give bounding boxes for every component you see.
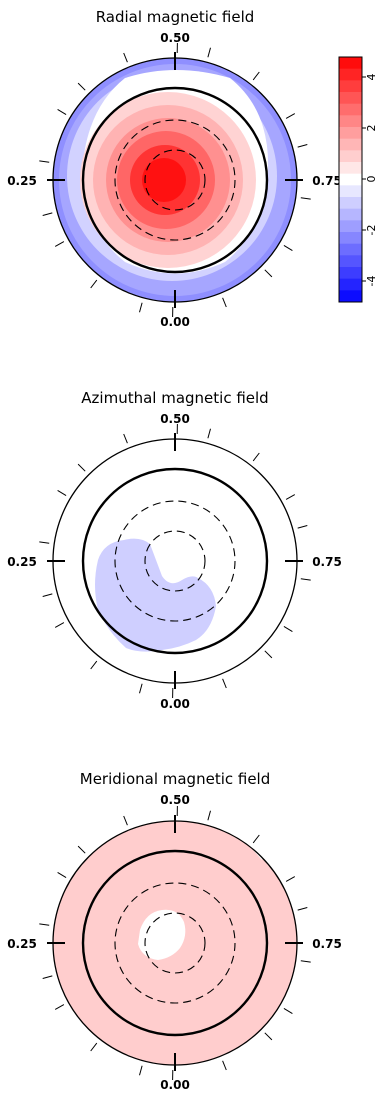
- colorbar-tick-label: 2: [365, 125, 378, 132]
- observation-tick: [39, 924, 49, 925]
- phase-label-bottom: 0.00: [160, 315, 190, 329]
- observation-tick: [223, 1061, 227, 1070]
- observation-tick: [301, 961, 311, 962]
- observation-tick: [284, 626, 293, 631]
- observation-tick: [91, 280, 97, 288]
- observation-tick: [91, 1043, 97, 1051]
- observation-tick: [58, 490, 67, 495]
- observation-tick: [124, 816, 128, 825]
- phase-label-left: 0.25: [7, 555, 37, 569]
- observation-tick: [43, 213, 53, 216]
- observation-tick: [208, 429, 211, 439]
- colorbar-tick-label: 4: [365, 74, 378, 81]
- panel-title: Radial magnetic field: [96, 8, 255, 26]
- observation-tick: [140, 1066, 143, 1076]
- colorbar-cell: [339, 150, 362, 162]
- colorbar-cell: [339, 220, 362, 232]
- observation-tick: [140, 684, 143, 694]
- colorbar-cell: [339, 115, 362, 127]
- phase-label-top: 0.50: [160, 793, 190, 807]
- observation-tick: [253, 453, 259, 461]
- colorbar-cell: [339, 185, 362, 197]
- observation-tick: [78, 464, 85, 471]
- observation-tick: [55, 1005, 64, 1010]
- phase-label-left: 0.25: [7, 937, 37, 951]
- observation-tick: [301, 198, 311, 199]
- colorbar-cell: [339, 290, 362, 302]
- phase-label-top: 0.50: [160, 412, 190, 426]
- observation-tick: [58, 872, 67, 877]
- colorbar-tick-label: 0: [365, 176, 378, 183]
- panel-azimuthal: Azimuthal magnetic field 0.50 0.00 0.25 …: [7, 389, 342, 711]
- observation-tick: [208, 811, 211, 821]
- observation-tick: [55, 242, 64, 247]
- panel-radial: Radial magnetic field 0.50 0.00 0.25 0.7…: [7, 8, 378, 329]
- colorbar-cell: [339, 69, 362, 81]
- phase-label-top: 0.50: [160, 31, 190, 45]
- colorbar-cell: [339, 57, 362, 69]
- panel-meridional: Meridional magnetic field 0.50 0.00 0.25…: [7, 770, 342, 1092]
- colorbar-cell: [339, 267, 362, 279]
- phase-label-bottom: 0.00: [160, 1078, 190, 1092]
- observation-tick: [140, 303, 143, 313]
- observation-tick: [43, 976, 53, 979]
- phase-label-right: 0.75: [312, 174, 342, 188]
- observation-tick: [208, 48, 211, 58]
- phase-label-bottom: 0.00: [160, 697, 190, 711]
- panel-title: Meridional magnetic field: [80, 770, 271, 788]
- colorbar-cells: [339, 57, 362, 303]
- observation-tick: [298, 526, 308, 529]
- phase-label-right: 0.75: [312, 937, 342, 951]
- positive-band: [142, 158, 186, 202]
- observation-tick: [39, 161, 49, 162]
- observation-tick: [124, 53, 128, 62]
- observation-tick: [265, 651, 272, 658]
- colorbar-cell: [339, 279, 362, 291]
- colorbar-cell: [339, 139, 362, 151]
- observation-tick: [298, 145, 308, 148]
- observation-tick: [124, 434, 128, 443]
- observation-tick: [253, 72, 259, 80]
- observation-tick: [301, 579, 311, 580]
- observation-tick: [286, 114, 295, 119]
- colorbar-cell: [339, 127, 362, 139]
- phase-label-left: 0.25: [7, 174, 37, 188]
- colorbar-cell: [339, 232, 362, 244]
- observation-tick: [58, 109, 67, 114]
- observation-tick: [286, 877, 295, 882]
- observation-tick: [265, 270, 272, 277]
- colorbar-cell: [339, 104, 362, 116]
- observation-tick: [78, 83, 85, 90]
- colorbar-cell: [339, 244, 362, 256]
- observation-tick: [43, 594, 53, 597]
- disk-map: [39, 43, 310, 317]
- panel-title: Azimuthal magnetic field: [81, 389, 268, 407]
- observation-tick: [265, 1033, 272, 1040]
- observation-tick: [223, 298, 227, 307]
- observation-tick: [91, 661, 97, 669]
- disk-map: [39, 424, 310, 698]
- observation-tick: [298, 908, 308, 911]
- observation-tick: [284, 245, 293, 250]
- observation-tick: [78, 846, 85, 853]
- colorbar-cell: [339, 255, 362, 267]
- colorbar-cell: [339, 162, 362, 174]
- observation-tick: [39, 542, 49, 543]
- observation-tick: [284, 1008, 293, 1013]
- colorbar-cell: [339, 174, 362, 186]
- observation-tick: [55, 623, 64, 628]
- colorbar-cell: [339, 209, 362, 221]
- observation-tick: [286, 495, 295, 500]
- colorbar-cell: [339, 80, 362, 92]
- colorbar: 4 2 0 -2 -4: [339, 57, 378, 303]
- colorbar-cell: [339, 197, 362, 209]
- colorbar-tick-label: -4: [365, 276, 378, 287]
- observation-tick: [223, 679, 227, 688]
- disk-map: [39, 806, 310, 1080]
- colorbar-tick-label: -2: [365, 225, 378, 236]
- colorbar-cell: [339, 92, 362, 104]
- phase-label-right: 0.75: [312, 555, 342, 569]
